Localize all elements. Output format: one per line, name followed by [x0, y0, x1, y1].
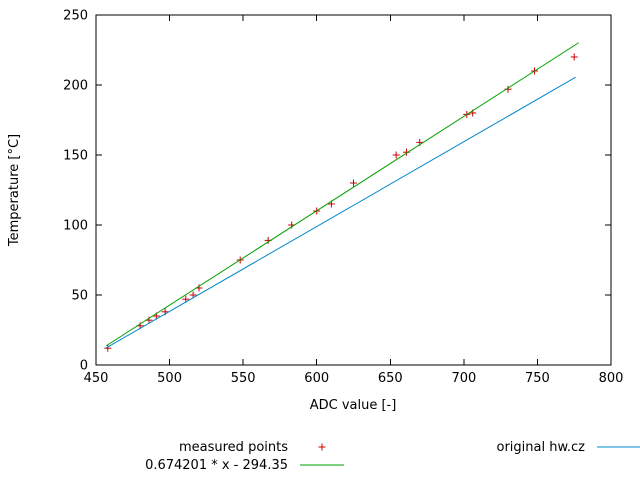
x-tick-label: 650	[378, 371, 403, 386]
series-line-1	[106, 42, 579, 347]
y-tick-label: 50	[71, 289, 88, 304]
series-points-0	[104, 53, 578, 352]
x-tick-label: 700	[451, 371, 476, 386]
legend-fit-label: 0.674201 * x - 294.35	[145, 458, 288, 473]
data-series	[104, 42, 579, 352]
y-tick-label: 100	[63, 219, 88, 234]
x-tick-label: 750	[525, 371, 550, 386]
x-tick-label: 600	[304, 371, 329, 386]
x-tick-label: 450	[84, 371, 109, 386]
plot-area-border	[95, 14, 612, 366]
legend-measured-label: measured points	[179, 440, 288, 455]
x-axis-title: ADC value [-]	[310, 398, 397, 413]
legend-original-label: original hw.cz	[496, 440, 585, 455]
legend-measured-marker	[318, 443, 326, 451]
x-tick-label: 800	[599, 371, 624, 386]
legend: measured points 0.674201 * x - 294.35 or…	[145, 440, 640, 473]
y-axis-title: Temperature [°C]	[7, 134, 22, 247]
x-tick-label: 550	[231, 371, 256, 386]
y-tick-label: 150	[63, 149, 88, 164]
y-tick-label: 0	[80, 359, 88, 374]
axis-ticks: 450 500 550 600 650 700 750 800 0 50 100 150 200 250	[63, 9, 623, 387]
series-line-2	[106, 76, 576, 349]
y-tick-label: 200	[63, 79, 88, 94]
y-tick-label: 250	[63, 9, 88, 24]
x-tick-label: 500	[157, 371, 182, 386]
